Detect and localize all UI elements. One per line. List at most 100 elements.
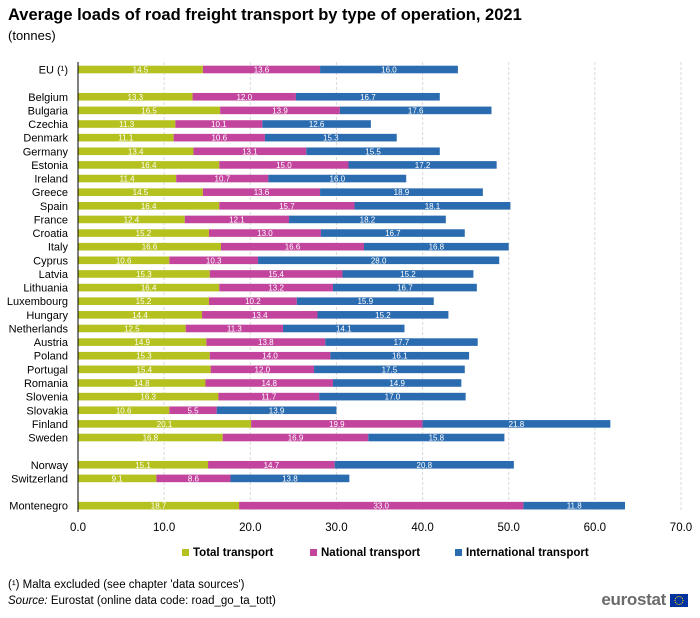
flag-star — [674, 597, 677, 599]
bar-segment — [78, 365, 211, 374]
data-label: 17.2 — [415, 161, 431, 170]
data-label: 15.2 — [375, 311, 391, 320]
bar-segment — [78, 229, 209, 237]
chart-title: Average loads of road freight transport … — [8, 6, 522, 24]
data-label: 10.1 — [211, 120, 227, 129]
data-label: 16.9 — [288, 434, 304, 443]
bar-segment — [209, 351, 331, 360]
bar-segment — [283, 324, 405, 333]
category-label: Austria — [34, 337, 69, 349]
eurostat-logo: eurostat — [601, 590, 688, 610]
bar-segment — [78, 188, 203, 196]
bar-segment — [78, 311, 203, 319]
bar-segment — [306, 147, 440, 156]
bar-segment — [156, 474, 231, 483]
bar-segment — [78, 420, 252, 428]
bar-segment — [268, 174, 407, 183]
flag-star — [682, 599, 684, 601]
legend-swatch — [455, 549, 462, 556]
bar-segment — [325, 338, 478, 346]
category-label: Norway — [31, 460, 69, 472]
data-label: 13.8 — [282, 474, 298, 483]
source-text: Eurostat (online data code: road_go_ta_t… — [47, 595, 276, 607]
data-label: 12.1 — [229, 215, 245, 224]
bar-segment — [219, 202, 355, 210]
data-label: 15.2 — [136, 297, 152, 306]
data-label: 10.6 — [211, 134, 227, 143]
data-label: 16.7 — [397, 284, 413, 293]
category-label: Sweden — [28, 433, 68, 445]
data-label: 12.0 — [255, 365, 271, 374]
bar-segment — [175, 120, 263, 128]
bar-segment — [208, 229, 321, 237]
data-label: 11.3 — [119, 120, 135, 129]
bar-segment — [78, 270, 210, 278]
eu-flag-icon — [670, 593, 688, 607]
bar-segment — [332, 283, 477, 292]
bar-segment — [193, 147, 307, 156]
bar-segment — [258, 256, 500, 265]
data-label: 12.6 — [309, 120, 325, 129]
bar-segment — [354, 202, 511, 210]
category-label: Ireland — [34, 174, 68, 186]
bar-segment — [262, 120, 371, 128]
data-label: 11.8 — [567, 502, 583, 511]
category-label: Slovenia — [26, 392, 69, 404]
data-label: 15.2 — [400, 270, 416, 279]
bar-segment — [78, 242, 221, 251]
chart-subtitle: (tonnes) — [8, 28, 56, 43]
bar-segment — [78, 147, 194, 156]
category-label: Finland — [32, 419, 68, 431]
data-label: 11.1 — [118, 134, 134, 143]
flag-star — [681, 601, 684, 603]
bar-segment — [209, 270, 343, 278]
category-label: Germany — [23, 146, 69, 158]
data-label: 15.8 — [429, 434, 445, 443]
bar-segment — [208, 460, 335, 469]
bar-segment — [219, 161, 349, 169]
bar-segment — [320, 65, 458, 74]
bar-segment — [339, 106, 492, 115]
category-label: Hungary — [26, 310, 68, 322]
bar-segment — [78, 202, 220, 210]
data-label: 13.9 — [269, 406, 285, 415]
data-label: 10.7 — [215, 175, 231, 184]
bar-segment — [202, 188, 321, 196]
data-label: 13.4 — [252, 311, 268, 320]
data-label: 16.6 — [285, 243, 301, 252]
flag-star — [680, 602, 682, 605]
category-label: Portugal — [27, 364, 68, 376]
bar-segment — [342, 270, 474, 278]
data-label: 15.3 — [136, 270, 152, 279]
category-label: Romania — [24, 378, 69, 390]
data-label: 16.4 — [141, 284, 157, 293]
bar-segment — [320, 229, 465, 237]
bar-segment — [78, 379, 206, 387]
data-label: 18.1 — [425, 202, 441, 211]
data-label: 28.0 — [371, 256, 387, 265]
data-label: 19.9 — [329, 420, 345, 429]
category-label: Denmark — [23, 133, 68, 145]
bar-segment — [78, 256, 170, 265]
data-label: 13.3 — [127, 93, 143, 102]
data-label: 14.1 — [336, 324, 352, 333]
data-label: 16.8 — [143, 434, 159, 443]
data-label: 17.0 — [385, 393, 401, 402]
bar-segment — [202, 65, 321, 74]
bar-segment — [192, 92, 296, 101]
flag-star — [678, 603, 680, 605]
category-label: Slovakia — [26, 405, 68, 417]
x-tick-label: 60.0 — [584, 522, 606, 534]
data-label: 16.4 — [141, 161, 157, 170]
bar-segment — [78, 106, 221, 115]
data-label: 13.8 — [258, 338, 274, 347]
flag-star — [680, 595, 682, 598]
bar-segment — [218, 392, 320, 401]
data-label: 12.0 — [236, 93, 252, 102]
category-label: Netherlands — [9, 323, 69, 335]
flag-star — [676, 595, 678, 598]
data-label: 15.3 — [136, 352, 152, 361]
data-label: 18.2 — [360, 215, 376, 224]
data-label: 13.6 — [254, 188, 270, 197]
bar-segment — [348, 161, 497, 169]
